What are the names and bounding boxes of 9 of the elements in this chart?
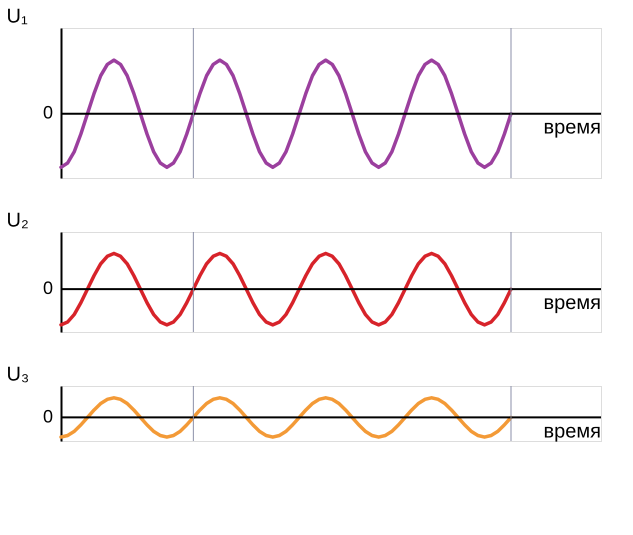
text: 0 [42, 278, 53, 298]
text: 0 [42, 102, 53, 123]
x-axis-title: время [544, 292, 601, 314]
y-axis-title: U₃ [6, 364, 30, 386]
y-axis-title: U₁ [6, 6, 28, 28]
text: 0 [42, 406, 53, 426]
x-axis-title: время [544, 420, 601, 442]
x-axis-title: время [544, 116, 601, 139]
y-axis-title: U₂ [6, 210, 29, 232]
